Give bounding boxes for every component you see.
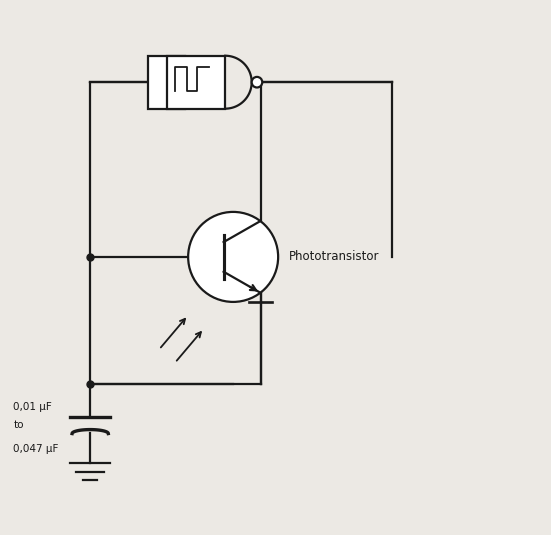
Bar	[148, 56, 186, 109]
Circle shape	[188, 212, 278, 302]
Text: Phototransistor: Phototransistor	[289, 250, 379, 263]
Text: to: to	[13, 420, 24, 430]
Text: 0,01 μF: 0,01 μF	[13, 402, 52, 412]
Bar	[167, 56, 225, 109]
Circle shape	[252, 77, 262, 88]
Text: 0,047 μF: 0,047 μF	[13, 444, 59, 454]
